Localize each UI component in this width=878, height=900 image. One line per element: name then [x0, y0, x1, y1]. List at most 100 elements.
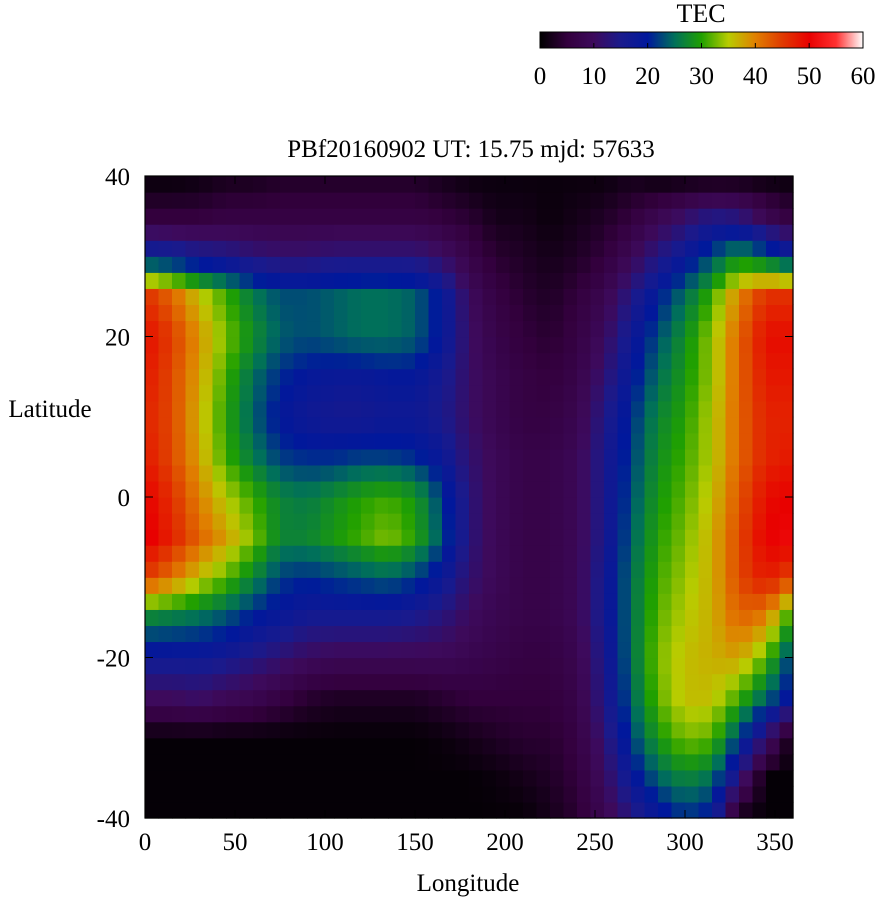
- heatmap-cell: [685, 176, 700, 193]
- heatmap-cell: [631, 769, 646, 787]
- heatmap-cell: [253, 785, 268, 803]
- heatmap-cell: [145, 545, 160, 562]
- heatmap-cell: [536, 256, 551, 273]
- heatmap-cell: [658, 192, 673, 209]
- heatmap-cell: [523, 497, 538, 514]
- heatmap-cell: [158, 464, 173, 482]
- heatmap-cell: [590, 272, 605, 289]
- heatmap-cell: [293, 176, 308, 193]
- heatmap-cell: [347, 368, 362, 386]
- heatmap-cell: [685, 400, 700, 418]
- heatmap-cell: [577, 641, 592, 659]
- heatmap-cell: [671, 785, 686, 803]
- heatmap-cell: [415, 785, 430, 803]
- heatmap-cell: [685, 432, 700, 450]
- heatmap-cell: [550, 448, 565, 466]
- heatmap-cell: [374, 272, 389, 289]
- heatmap-cell: [388, 513, 403, 530]
- heatmap-cell: [415, 224, 430, 241]
- heatmap-cell: [401, 352, 416, 370]
- heatmap-cell: [685, 641, 700, 659]
- heatmap-cell: [428, 721, 443, 739]
- heatmap-cell: [577, 721, 592, 739]
- heatmap-cell: [631, 721, 646, 739]
- heatmap-cell: [158, 609, 173, 626]
- heatmap-cell: [428, 625, 443, 643]
- heatmap-cell: [239, 737, 254, 755]
- heatmap-cell: [374, 545, 389, 562]
- heatmap-cell: [361, 641, 376, 659]
- heatmap-cell: [779, 240, 794, 257]
- heatmap-cell: [752, 384, 767, 402]
- heatmap-cell: [604, 705, 619, 723]
- heatmap-cell: [671, 689, 686, 707]
- heatmap-cell: [361, 737, 376, 755]
- heatmap-cell: [185, 705, 200, 723]
- heatmap-cell: [658, 641, 673, 659]
- heatmap-cell: [671, 593, 686, 610]
- heatmap-cell: [415, 609, 430, 626]
- heatmap-cell: [469, 657, 484, 675]
- heatmap-cell: [212, 497, 227, 514]
- heatmap-cell: [158, 240, 173, 257]
- heatmap-cell: [442, 705, 457, 723]
- heatmap-cell: [523, 208, 538, 225]
- heatmap-cell: [253, 801, 268, 819]
- heatmap-cell: [496, 464, 511, 482]
- heatmap-cell: [725, 753, 740, 771]
- heatmap-cell: [725, 368, 740, 386]
- heatmap-cell: [604, 673, 619, 691]
- heatmap-cell: [239, 352, 254, 370]
- heatmap-cell: [199, 785, 214, 803]
- heatmap-cell: [347, 785, 362, 803]
- heatmap-cell: [415, 657, 430, 675]
- heatmap-cell: [685, 288, 700, 305]
- heatmap-cell: [442, 304, 457, 322]
- heatmap-cell: [536, 272, 551, 289]
- heatmap-cell: [509, 304, 524, 322]
- heatmap-cell: [239, 272, 254, 289]
- heatmap-cell: [253, 497, 268, 514]
- heatmap-cell: [496, 609, 511, 626]
- heatmap-cell: [239, 705, 254, 723]
- heatmap-cell: [307, 272, 322, 289]
- heatmap-cell: [523, 737, 538, 755]
- heatmap-cell: [617, 304, 632, 322]
- heatmap-cell: [712, 224, 727, 241]
- heatmap-cell: [415, 561, 430, 578]
- heatmap-cell: [212, 689, 227, 707]
- heatmap-cell: [698, 400, 713, 418]
- heatmap-cell: [172, 448, 187, 466]
- heatmap-cell: [266, 593, 281, 610]
- heatmap-cell: [226, 464, 241, 482]
- heatmap-cell: [523, 336, 538, 354]
- heatmap-cell: [658, 529, 673, 546]
- heatmap-cell: [415, 384, 430, 402]
- heatmap-cell: [307, 224, 322, 241]
- heatmap-cell: [563, 304, 578, 322]
- heatmap-cell: [374, 673, 389, 691]
- heatmap-cell: [577, 240, 592, 257]
- heatmap-cell: [536, 721, 551, 739]
- heatmap-cell: [212, 288, 227, 305]
- heatmap-cell: [374, 464, 389, 482]
- heatmap-cell: [293, 513, 308, 530]
- heatmap-cell: [239, 561, 254, 578]
- heatmap-cell: [199, 368, 214, 386]
- heatmap-cell: [212, 721, 227, 739]
- heatmap-cell: [374, 416, 389, 434]
- heatmap-cell: [779, 593, 794, 610]
- heatmap-cell: [172, 529, 187, 546]
- heatmap-cell: [401, 192, 416, 209]
- heatmap-cell: [685, 192, 700, 209]
- heatmap-cell: [347, 577, 362, 594]
- heatmap-cell: [428, 737, 443, 755]
- heatmap-cell: [145, 176, 160, 193]
- heatmap-cell: [455, 336, 470, 354]
- heatmap-cell: [401, 224, 416, 241]
- heatmap-cell: [280, 657, 295, 675]
- heatmap-cell: [698, 625, 713, 643]
- heatmap-cell: [320, 785, 335, 803]
- heatmap-cell: [550, 320, 565, 338]
- heatmap-cell: [563, 384, 578, 402]
